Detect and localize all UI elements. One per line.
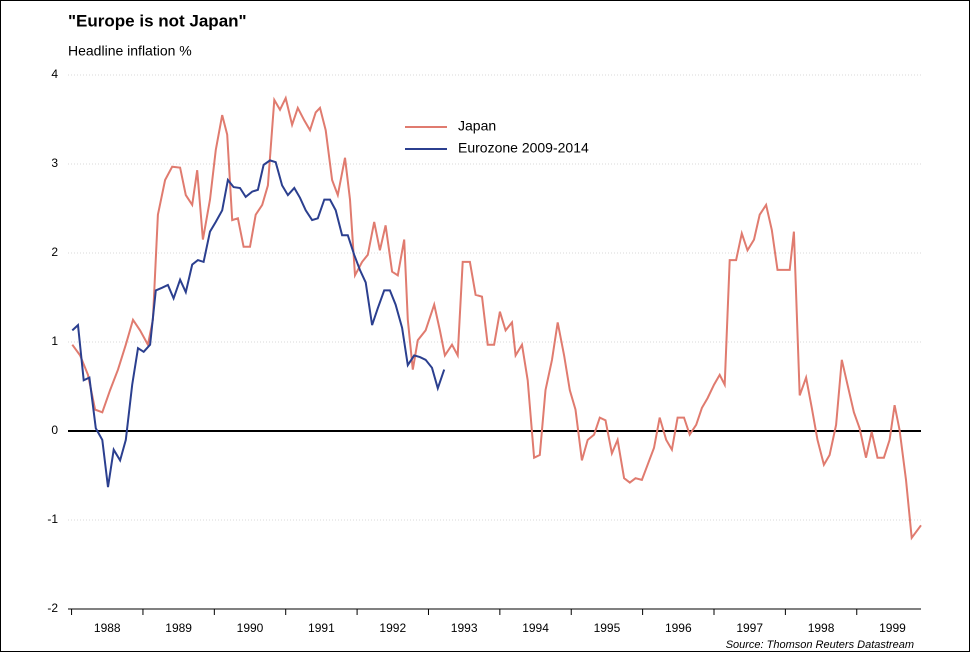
y-tick-label: 0 bbox=[51, 423, 58, 437]
legend-label: Eurozone 2009-2014 bbox=[458, 140, 589, 156]
chart-title: "Europe is not Japan" bbox=[68, 11, 247, 30]
x-tick-label: 1994 bbox=[522, 621, 549, 635]
x-tick-label: 1993 bbox=[451, 621, 478, 635]
series-line bbox=[71, 95, 922, 541]
y-tick-label: -1 bbox=[47, 512, 58, 526]
x-tick-label: 1989 bbox=[165, 621, 192, 635]
x-tick-label: 1997 bbox=[736, 621, 763, 635]
y-tick-label: 1 bbox=[51, 334, 58, 348]
source: Source: Thomson Reuters Datastream bbox=[726, 639, 914, 651]
y-tick-label: 2 bbox=[51, 245, 58, 259]
x-tick-label: 1999 bbox=[879, 621, 906, 635]
x-tick-label: 1992 bbox=[379, 621, 406, 635]
y-tick-label: -2 bbox=[47, 601, 58, 615]
legend-label: Japan bbox=[458, 118, 496, 134]
chart-subtitle: Headline inflation % bbox=[68, 43, 192, 59]
x-tick-label: 1998 bbox=[808, 621, 835, 635]
y-tick-label: 4 bbox=[51, 67, 58, 81]
x-tick-label: 1996 bbox=[665, 621, 692, 635]
series-line bbox=[71, 159, 446, 488]
x-tick-label: 1990 bbox=[237, 621, 264, 635]
x-tick-label: 1995 bbox=[594, 621, 621, 635]
x-tick-label: 1991 bbox=[308, 621, 335, 635]
x-tick-label: 1988 bbox=[94, 621, 121, 635]
y-tick-label: 3 bbox=[51, 156, 58, 170]
